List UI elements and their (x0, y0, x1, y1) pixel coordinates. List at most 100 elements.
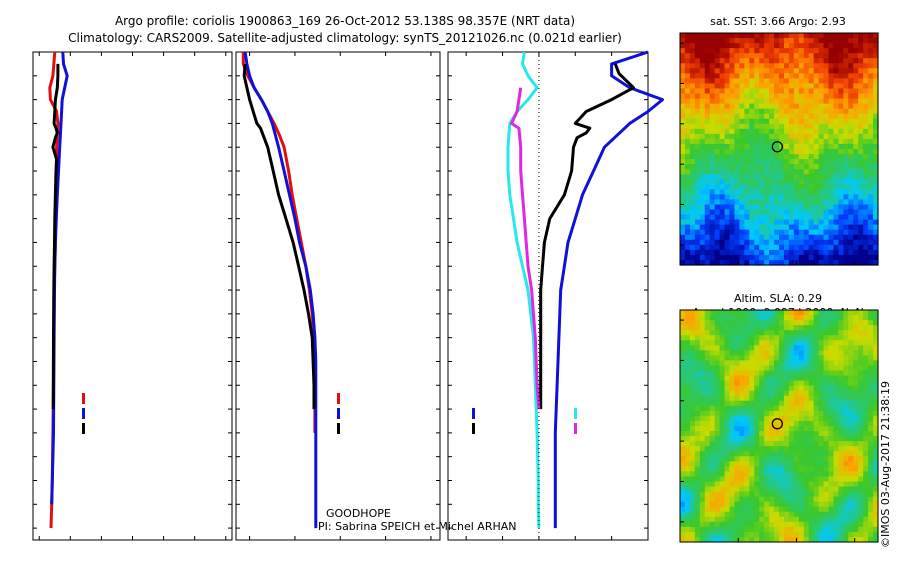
map-cell (719, 113, 726, 120)
map-cell (823, 209, 830, 216)
map-cell (828, 68, 835, 74)
map-cell (828, 58, 835, 64)
map-cell (813, 189, 820, 195)
map-cell (759, 118, 765, 125)
map-cell (734, 58, 740, 64)
map-cell (813, 259, 820, 266)
map-cell (754, 481, 760, 488)
map-cell (709, 395, 716, 402)
map-cell (823, 385, 830, 392)
map-cell (759, 123, 765, 130)
map-cell (858, 174, 864, 180)
map-cell (714, 249, 721, 256)
map-cell (823, 481, 830, 488)
map-cell (719, 360, 726, 367)
map-cell (783, 501, 790, 508)
map-cell (843, 340, 849, 346)
map-cell (779, 73, 785, 79)
map-cell (719, 33, 726, 39)
map-cell (729, 138, 736, 145)
map-cell (764, 184, 770, 190)
map-cell (739, 426, 745, 432)
map-cell (749, 446, 755, 452)
map-cell (828, 219, 835, 226)
map-cell (744, 330, 750, 336)
map-cell (779, 118, 785, 125)
map-cell (769, 103, 775, 110)
map-cell (803, 224, 810, 231)
map-cell (813, 199, 820, 206)
map-cell (734, 310, 740, 316)
map-cell (823, 249, 830, 256)
map-cell (769, 405, 775, 412)
map-cell (694, 506, 701, 513)
map-cell (774, 224, 780, 231)
map-cell (759, 63, 765, 69)
map-cell (818, 491, 825, 498)
map-cell (788, 179, 795, 185)
map-cell (863, 214, 869, 221)
map-cell (744, 219, 750, 226)
map-cell (759, 360, 765, 367)
map-cell (689, 68, 696, 74)
map-cell (749, 53, 755, 59)
map-cell (848, 88, 854, 95)
map-cell (749, 63, 755, 69)
map-cell (739, 395, 745, 402)
map-cell (680, 451, 686, 457)
map-cell (823, 340, 830, 346)
map-cell (764, 159, 770, 165)
map-cell (739, 476, 745, 483)
map-cell (798, 456, 805, 462)
map-cell (739, 531, 745, 538)
map-cell (694, 320, 701, 326)
map-cell (714, 390, 721, 397)
map-cell (684, 325, 691, 331)
map-cell (818, 340, 825, 346)
map-cell (818, 83, 825, 90)
map-cell (744, 123, 750, 130)
map-cell (759, 491, 765, 498)
map-cell (709, 118, 716, 125)
map-cell (833, 204, 839, 211)
map-cell (823, 58, 830, 64)
map-cell (788, 446, 795, 452)
map-cell (739, 209, 745, 216)
map-cell (813, 315, 820, 321)
map-cell (798, 118, 805, 125)
map-cell (779, 128, 785, 135)
salinity-profile-panel (235, 51, 441, 541)
map-cell (709, 385, 716, 392)
map-cell (709, 169, 716, 175)
map-cell (684, 214, 691, 221)
map-cell (853, 415, 859, 422)
map-cell (823, 365, 830, 372)
map-cell (774, 451, 780, 457)
map-cell (724, 476, 731, 483)
map-cell (823, 93, 830, 100)
map-cell (739, 118, 745, 125)
map-cell (843, 405, 849, 412)
map-cell (729, 53, 736, 59)
map-cell (699, 78, 706, 85)
map-cell (833, 184, 839, 190)
map-cell (808, 103, 815, 110)
map-cell (749, 315, 755, 321)
map-cell (769, 38, 775, 44)
map-cell (689, 360, 696, 367)
map-cell (764, 68, 770, 74)
map-cell (788, 350, 795, 356)
map-cell (759, 426, 765, 432)
map-cell (828, 410, 835, 417)
map-cell (764, 103, 770, 110)
map-cell (744, 446, 750, 452)
map-cell (779, 415, 785, 422)
map-cell (798, 63, 805, 69)
map-cell (684, 320, 691, 326)
map-cell (813, 461, 820, 467)
map-cell (739, 93, 745, 100)
map-cell (873, 516, 879, 523)
map-cell (793, 310, 800, 316)
map-cell (783, 68, 790, 74)
map-cell (823, 426, 830, 432)
